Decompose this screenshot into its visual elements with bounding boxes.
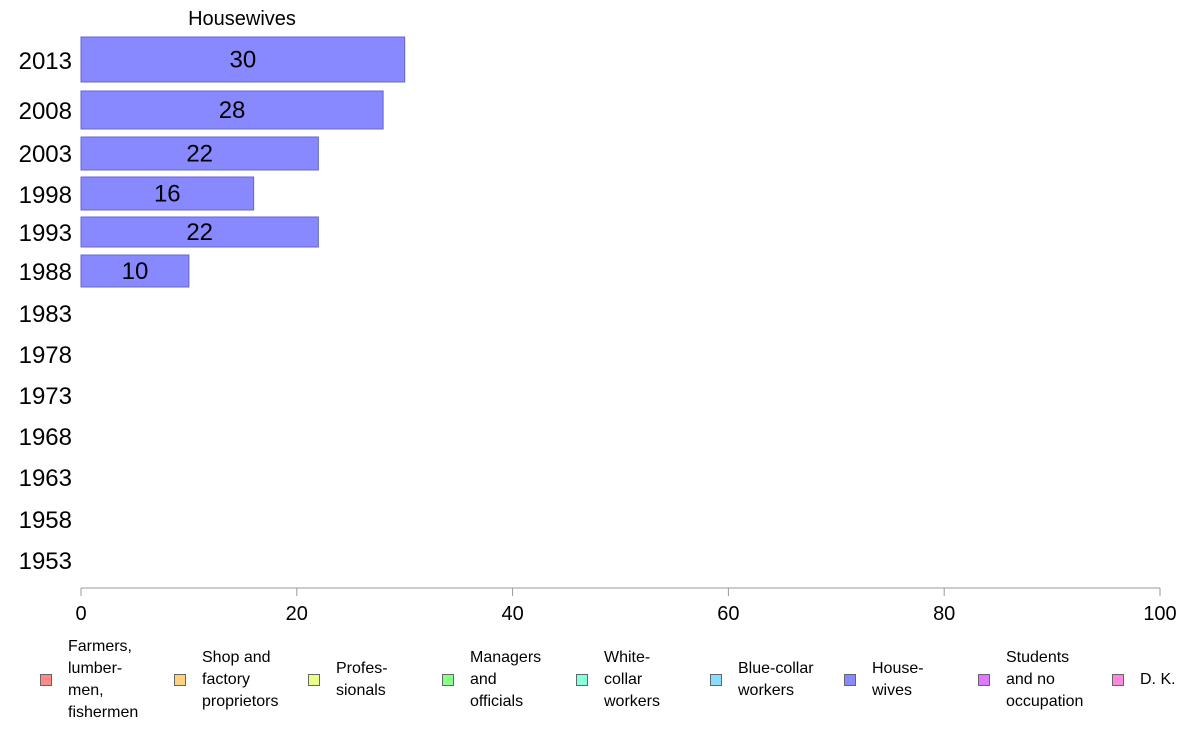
x-tick-label-60: 60 bbox=[717, 603, 739, 625]
legend-item: Blue-collar workers bbox=[710, 640, 814, 720]
x-tick-label-40: 40 bbox=[501, 603, 523, 625]
legend-swatch bbox=[174, 674, 186, 686]
bar-value-label-2013: 30 bbox=[229, 47, 256, 74]
legend-item: Students and no occupation bbox=[978, 640, 1083, 720]
legend-label: House- wives bbox=[872, 660, 924, 699]
legend-label: Shop and factory proprietors bbox=[202, 649, 279, 710]
legend-label: Profes- sionals bbox=[336, 660, 388, 699]
x-tick-label-100: 100 bbox=[1143, 603, 1176, 625]
legend-label: Farmers, lumber- men, fishermen bbox=[68, 638, 139, 721]
x-tick-label-0: 0 bbox=[75, 603, 86, 625]
bar-2013 bbox=[80, 36, 406, 83]
year-label-1958: 1958 bbox=[19, 507, 72, 534]
legend-item: Managers and officials bbox=[442, 640, 541, 720]
year-label-1988: 1988 bbox=[19, 259, 72, 286]
legend-item: White- collar workers bbox=[576, 640, 660, 720]
year-label-1998: 1998 bbox=[19, 182, 72, 209]
legend-swatch bbox=[1112, 674, 1124, 686]
legend-item: House- wives bbox=[844, 640, 924, 720]
x-tick-label-80: 80 bbox=[933, 603, 955, 625]
legend-swatch bbox=[576, 674, 588, 686]
year-label-2003: 2003 bbox=[19, 141, 72, 168]
year-label-1953: 1953 bbox=[19, 548, 72, 575]
year-label-1978: 1978 bbox=[19, 342, 72, 369]
year-label-1963: 1963 bbox=[19, 465, 72, 492]
legend-item: Shop and factory proprietors bbox=[174, 640, 278, 720]
legend-item: Farmers, lumber- men, fishermen bbox=[40, 638, 138, 721]
legend-item: D. K. bbox=[1112, 640, 1176, 720]
year-label-1983: 1983 bbox=[19, 301, 72, 328]
year-label-2008: 2008 bbox=[19, 98, 72, 125]
legend-swatch bbox=[844, 674, 856, 686]
legend-label: Blue-collar workers bbox=[738, 660, 814, 699]
year-label-2013: 2013 bbox=[19, 48, 72, 75]
legend-swatch bbox=[308, 674, 320, 686]
bar-value-label-1993: 22 bbox=[186, 219, 213, 246]
bar-2003 bbox=[80, 136, 319, 171]
legend-label: Managers and officials bbox=[470, 649, 542, 710]
legend-label: D. K. bbox=[1140, 671, 1176, 688]
bar-1998 bbox=[80, 176, 255, 211]
bar-2008 bbox=[80, 90, 384, 130]
year-labels: 2013 2008 2003 1998 1993 1988 1983 1978 1973 1968… bbox=[19, 48, 72, 575]
year-label-1968: 1968 bbox=[19, 424, 72, 451]
legend-label: White- collar workers bbox=[604, 649, 661, 710]
legend-swatch bbox=[710, 674, 722, 686]
legend-label: Students and no occupation bbox=[1006, 649, 1084, 710]
bar-value-label-2003: 22 bbox=[186, 141, 213, 168]
x-tick-label-20: 20 bbox=[286, 603, 308, 625]
bar-1993 bbox=[80, 216, 319, 248]
legend-item: Profes- sionals bbox=[308, 640, 388, 720]
bar-value-label-1988: 10 bbox=[122, 258, 149, 285]
legend-swatch bbox=[978, 674, 990, 686]
chart-title: Housewives bbox=[188, 8, 296, 30]
x-axis: 0 20 40 60 80 100 bbox=[75, 587, 1177, 625]
bar-value-label-2008: 28 bbox=[219, 97, 246, 124]
legend-swatch bbox=[40, 674, 52, 686]
bar-value-label-1998: 16 bbox=[154, 181, 181, 208]
legend-swatch bbox=[442, 674, 454, 686]
bar-1988 bbox=[80, 254, 190, 288]
legend: Farmers, lumber- men, fishermen Shop and … bbox=[0, 638, 1188, 730]
year-label-1973: 1973 bbox=[19, 383, 72, 410]
year-label-1993: 1993 bbox=[19, 220, 72, 247]
